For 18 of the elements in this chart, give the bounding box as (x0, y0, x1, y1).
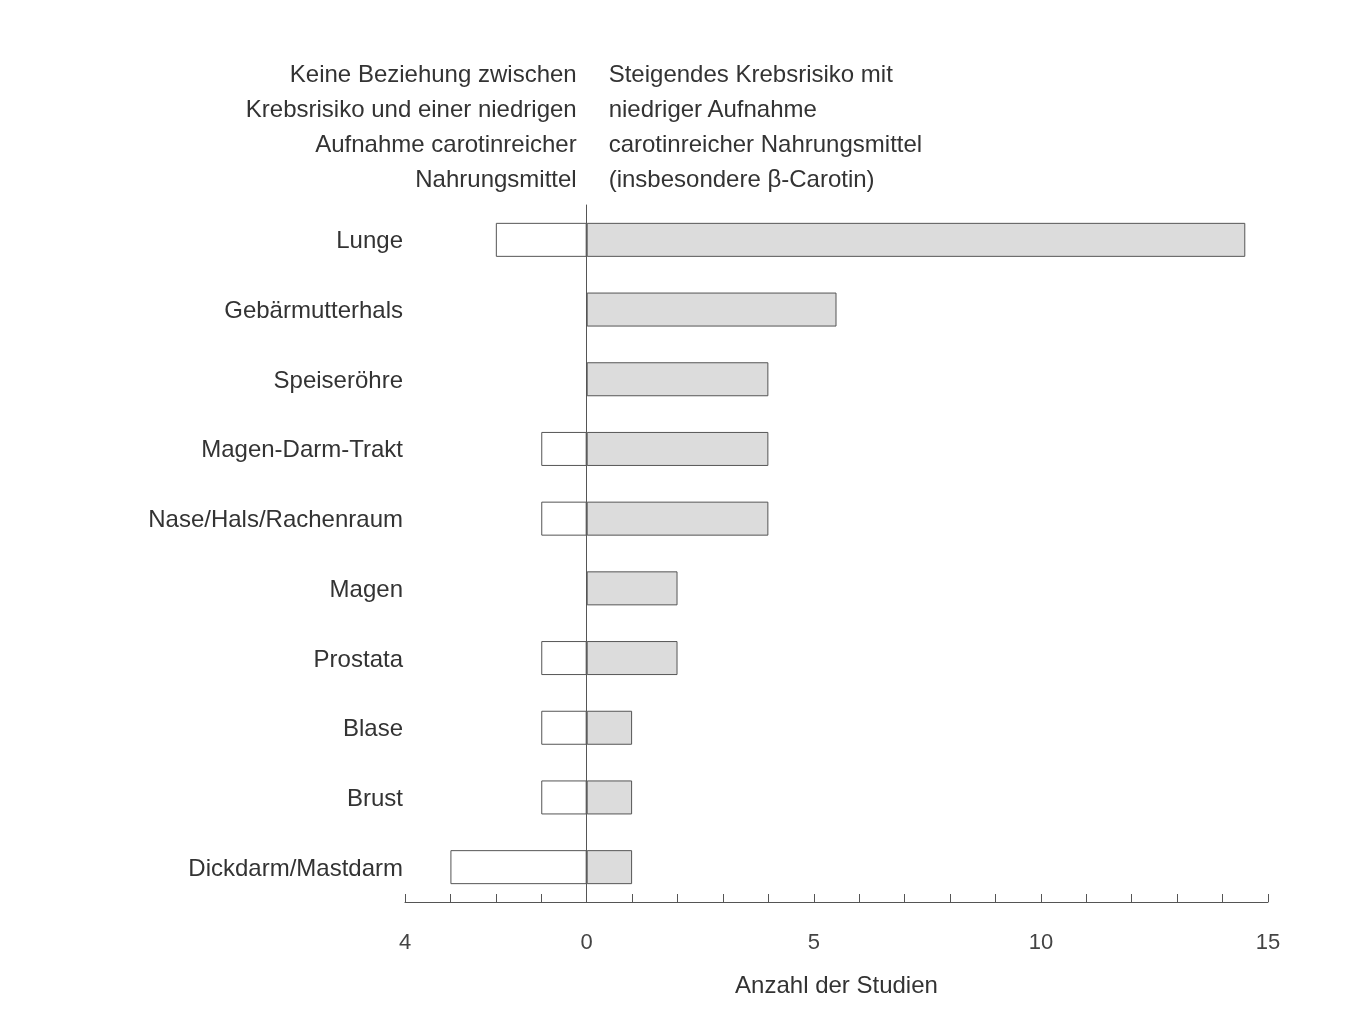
y-tick-label: Blase (342, 714, 403, 742)
y-tick-label: Nase/Hals/Rachenraum (148, 505, 403, 533)
x-axis-title: Anzahl der Studien (735, 970, 938, 998)
text: Keine Beziehung zwischen Krebsrisiko und einer niedrigen Aufnahme carotinreicher Nahrungsmittel (245, 60, 577, 192)
x-tick-label: 15 (1255, 928, 1281, 954)
y-tick-label: Dickdarm/Mastdarm (188, 853, 403, 881)
text: Steigendes Krebsrisiko mit niedriger Aufnahme carotinreicher Nahrungsmittel (insbesondere β-Carotin) (608, 60, 923, 192)
x-tick-label: 0 (580, 928, 593, 954)
y-tick-label: Magen (329, 574, 403, 602)
y-tick-label: Magen-Darm-Trakt (201, 435, 404, 463)
y-tick-label: Gebärmutterhals (224, 296, 403, 324)
y-tick-label: Lunge (336, 226, 403, 254)
x-tick-label: 10 (1028, 928, 1054, 954)
x-tick-label: 5 (807, 928, 820, 954)
y-tick-label: Speiseröhre (273, 365, 403, 393)
y-tick-label: Prostata (313, 644, 404, 672)
x-tick-label: 4 (398, 928, 412, 954)
y-tick-label: Brust (346, 783, 404, 811)
